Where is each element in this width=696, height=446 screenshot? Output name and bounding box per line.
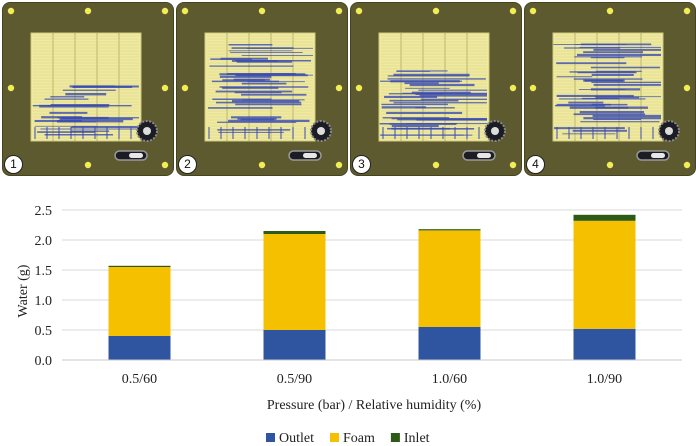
y-tick-label: 1.0 xyxy=(35,294,53,309)
bar-inlet-1.0/60 xyxy=(418,229,481,231)
legend-swatch-outlet xyxy=(266,433,275,442)
bolt-hole xyxy=(161,84,169,92)
bar-inlet-0.5/60 xyxy=(108,265,171,267)
panel-2: 2 xyxy=(176,2,348,176)
legend-label-outlet: Outlet xyxy=(279,431,314,446)
y-tick-label: 2.5 xyxy=(35,204,53,219)
bolt-hole xyxy=(355,7,363,15)
bolt-hole xyxy=(355,84,363,92)
bar-inlet-1.0/90 xyxy=(573,214,636,221)
outlet-slot-highlight xyxy=(129,153,143,158)
outlet-slot-highlight xyxy=(303,153,317,158)
bar-outlet-0.5/60 xyxy=(108,336,171,360)
x-axis-ticks: 0.5/60 0.5/90 1.0/60 1.0/90 xyxy=(122,372,622,387)
bolt-hole xyxy=(7,7,15,15)
bolt-hole xyxy=(84,161,92,169)
y-tick-label: 1.5 xyxy=(35,264,53,279)
flowfield-image-4 xyxy=(525,3,695,175)
bolt-hole xyxy=(529,7,537,15)
x-tick-label: 1.0/60 xyxy=(432,372,467,387)
chart-bars xyxy=(108,214,636,360)
y-tick-label: 0.0 xyxy=(35,354,53,369)
y-tick-label: 0.5 xyxy=(35,324,53,339)
bar-inlet-0.5/90 xyxy=(263,231,326,234)
bar-foam-0.5/60 xyxy=(108,267,171,336)
bolt-hole xyxy=(258,7,266,15)
flowfield-image-1 xyxy=(3,3,173,175)
bolt-hole xyxy=(258,161,266,169)
bolt-hole xyxy=(7,84,15,92)
bolt-hole xyxy=(161,161,169,169)
bolt-hole xyxy=(683,84,691,92)
outlet-port xyxy=(658,120,680,142)
x-tick-label: 0.5/90 xyxy=(277,372,312,387)
x-tick-label: 0.5/60 xyxy=(122,372,157,387)
panel-number-1: 1 xyxy=(4,155,23,174)
x-tick-label: 1.0/90 xyxy=(587,372,622,387)
bolt-hole xyxy=(335,161,343,169)
bolt-hole xyxy=(606,7,614,15)
bolt-hole xyxy=(606,161,614,169)
bolt-hole xyxy=(509,84,517,92)
y-axis-label: Water (g) xyxy=(16,264,31,317)
bar-outlet-1.0/60 xyxy=(418,327,481,360)
bar-foam-0.5/90 xyxy=(263,234,326,330)
bolt-hole xyxy=(161,7,169,15)
outlet-slot-highlight xyxy=(477,153,491,158)
water-bar-chart: 0.0 0.5 1.0 1.5 2.0 2.5 0.5/60 0.5/90 1.0/60 1.0… xyxy=(16,204,682,446)
legend-label-foam: Foam xyxy=(343,431,375,446)
outlet-port xyxy=(136,120,158,142)
bolt-hole xyxy=(181,7,189,15)
bolt-hole xyxy=(432,161,440,169)
chart-legend: Outlet Foam Inlet xyxy=(266,431,430,446)
flowfield-image-3 xyxy=(351,3,521,175)
bolt-hole xyxy=(683,7,691,15)
bar-outlet-0.5/90 xyxy=(263,330,326,360)
bolt-hole xyxy=(509,7,517,15)
bar-foam-1.0/60 xyxy=(418,230,481,327)
bolt-hole xyxy=(335,84,343,92)
bolt-hole xyxy=(181,84,189,92)
bolt-hole xyxy=(84,7,92,15)
bar-outlet-1.0/90 xyxy=(573,328,636,360)
bolt-hole xyxy=(683,161,691,169)
outlet-port xyxy=(484,120,506,142)
y-axis-ticks: 0.0 0.5 1.0 1.5 2.0 2.5 xyxy=(35,204,53,369)
x-axis-label: Pressure (bar) / Relative humidity (%) xyxy=(267,398,482,413)
outlet-slot-highlight xyxy=(651,153,665,158)
panel-number-3: 3 xyxy=(352,155,371,174)
bolt-hole xyxy=(432,7,440,15)
panel-number-2: 2 xyxy=(178,155,197,174)
legend-swatch-foam xyxy=(330,433,339,442)
panel-1: 1 xyxy=(2,2,174,176)
bolt-hole xyxy=(509,161,517,169)
panel-4: 4 xyxy=(524,2,696,176)
flowfield-image-2 xyxy=(177,3,347,175)
bolt-hole xyxy=(335,7,343,15)
outlet-port xyxy=(310,120,332,142)
y-tick-label: 2.0 xyxy=(35,234,53,249)
bolt-hole xyxy=(529,84,537,92)
legend-label-inlet: Inlet xyxy=(404,431,430,446)
panel-number-4: 4 xyxy=(526,155,545,174)
bar-foam-1.0/90 xyxy=(573,220,636,329)
legend-swatch-inlet xyxy=(390,433,400,442)
panel-3: 3 xyxy=(350,2,522,176)
